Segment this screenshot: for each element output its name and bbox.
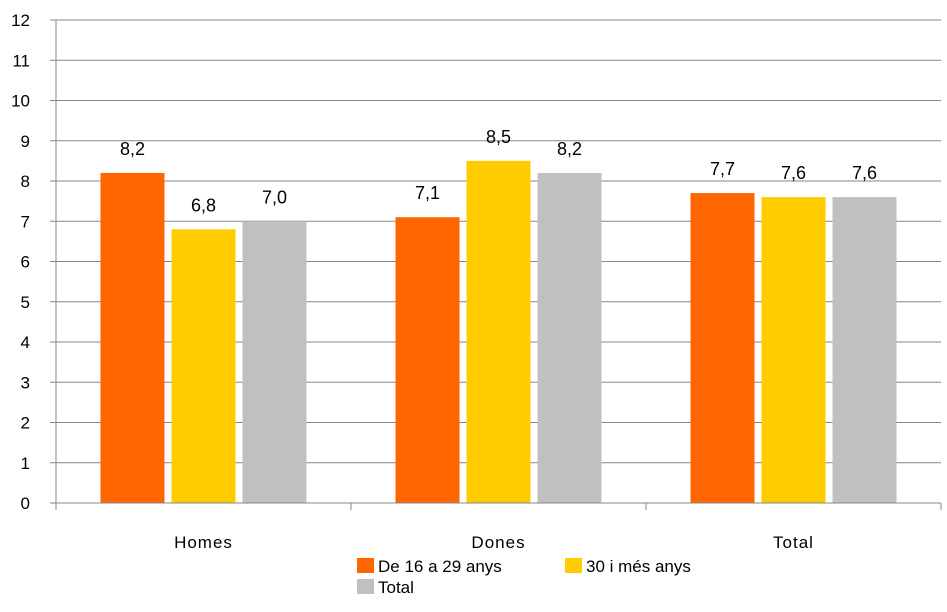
data-label: 8,2 [557, 139, 582, 159]
y-tick-label: 12 [11, 11, 30, 30]
data-label: 7,7 [710, 159, 735, 179]
y-tick-label: 6 [21, 253, 30, 272]
bar [242, 221, 307, 503]
bar [171, 229, 236, 504]
data-label: 7,1 [415, 183, 440, 203]
category-label: Dones [471, 533, 525, 552]
y-tick-label: 9 [21, 132, 30, 151]
bar [100, 172, 165, 503]
bar [537, 172, 602, 503]
y-tick-label: 0 [21, 494, 30, 513]
legend-label: De 16 a 29 anys [378, 557, 502, 576]
bar [690, 193, 755, 503]
data-label: 8,5 [486, 127, 511, 147]
legend-label: Total [378, 578, 414, 597]
y-tick-label: 8 [21, 172, 30, 191]
y-tick-label: 4 [21, 333, 30, 352]
y-tick-label: 7 [21, 212, 30, 231]
data-label: 6,8 [191, 195, 216, 215]
data-label: 7,6 [852, 163, 877, 183]
legend-swatch [357, 558, 374, 573]
bar [761, 197, 826, 503]
category-label: Total [773, 533, 814, 552]
y-tick-label: 11 [12, 51, 30, 70]
legend: De 16 a 29 anys 30 i més anys Total [357, 557, 691, 597]
y-tick-label: 5 [21, 293, 30, 312]
bar [832, 197, 897, 503]
bars [100, 160, 897, 504]
y-tick-label: 3 [21, 373, 30, 392]
category-label: Homes [174, 533, 233, 552]
data-label: 7,0 [262, 187, 287, 207]
data-label: 8,2 [120, 139, 145, 159]
legend-swatch [357, 579, 374, 594]
legend-swatch [565, 558, 582, 573]
y-tick-label: 1 [21, 454, 30, 473]
data-label: 7,6 [781, 163, 806, 183]
bar [466, 160, 531, 503]
bar [395, 217, 460, 503]
legend-label: 30 i més anys [586, 557, 691, 576]
y-tick-label: 10 [11, 92, 30, 111]
data-labels: 8,2 6,8 7,0 7,1 8,5 8,2 7,7 7,6 7,6 [120, 127, 877, 215]
y-tick-label: 2 [21, 414, 30, 433]
